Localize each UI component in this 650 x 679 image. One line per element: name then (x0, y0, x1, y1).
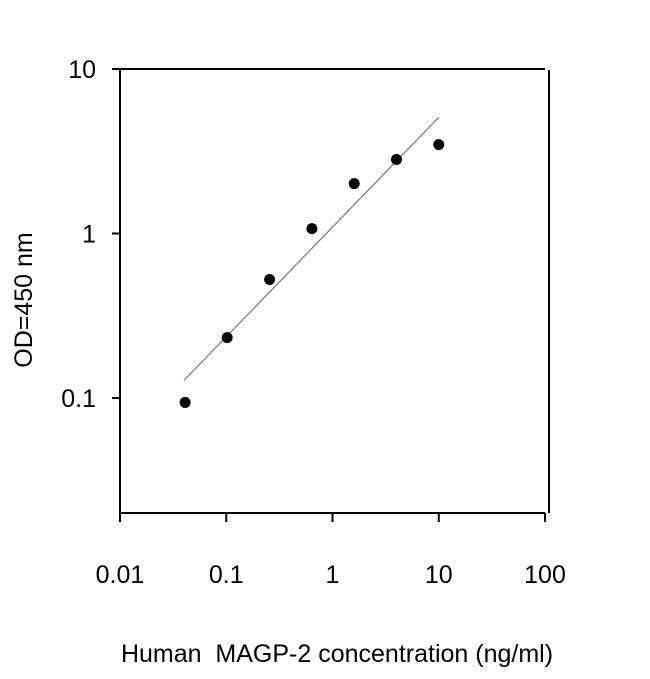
x-tick-label: 10 (425, 561, 453, 589)
data-point (433, 139, 445, 151)
data-point (264, 274, 276, 286)
x-tick-label: 0.01 (96, 561, 145, 589)
data-point (221, 332, 233, 344)
data-points (179, 139, 445, 408)
y-axis: 0.1 1 10 (61, 56, 120, 413)
plot-frame (119, 68, 550, 514)
x-tick-label: 0.1 (209, 561, 244, 589)
y-tick-label: 1 (82, 221, 96, 249)
data-point (390, 153, 402, 165)
y-tick-label: 0.1 (61, 385, 96, 413)
x-axis-label: Human MAGP-2 concentration (ng/ml) (121, 640, 553, 668)
y-axis-label: OD=450 nm (10, 232, 38, 368)
data-point (179, 396, 191, 408)
x-tick-label: 100 (524, 561, 566, 589)
data-point (306, 223, 318, 235)
x-tick-label: 1 (326, 561, 340, 589)
x-axis: 0.01 0.1 1 10 100 (96, 513, 566, 589)
y-tick-label: 10 (68, 56, 96, 84)
data-point (348, 178, 360, 190)
